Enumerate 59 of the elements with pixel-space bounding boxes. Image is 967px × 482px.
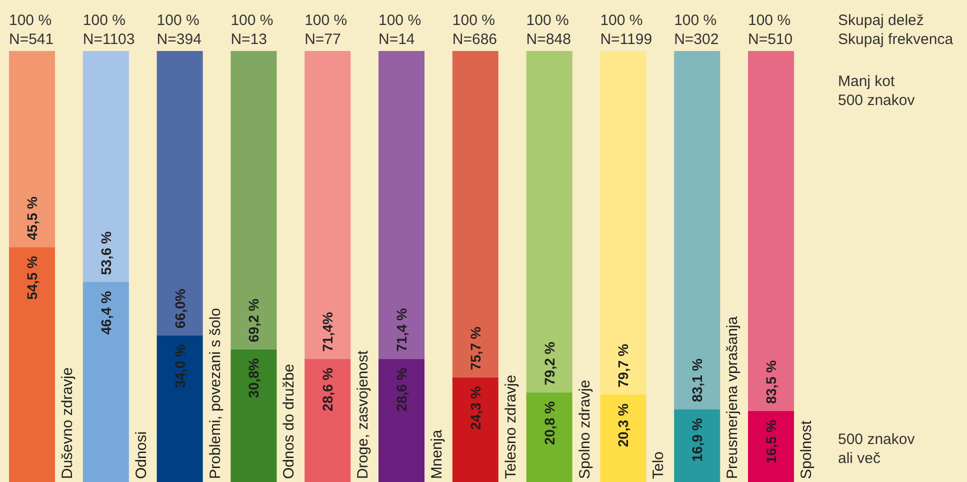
total-label: 100 % [526, 12, 569, 29]
text: N=686 [452, 31, 498, 48]
data-label: 53,6 % [98, 230, 114, 276]
total-label: 100 % [452, 12, 495, 29]
data-label: 24,3 % [467, 386, 484, 430]
data-label: 66,0% [172, 288, 188, 328]
total-label: 100 % [230, 12, 274, 29]
x-tick-label: Duševno zdravje [59, 367, 76, 479]
x-tick-label: Spolnost [798, 420, 815, 479]
data-label: 54,5 % [24, 256, 40, 300]
data-label: 79,7 % [615, 343, 632, 388]
data-label: 83,1 % [689, 358, 706, 402]
x-tick-label: Odnosi [132, 431, 150, 479]
data-label: 20,3 % [615, 402, 632, 448]
data-label: 34,0 % [172, 344, 188, 388]
x-tick-label: Problemi, povezani s šolo [206, 308, 224, 479]
text: N=394 [156, 31, 202, 48]
text: N=848 [526, 31, 571, 48]
x-tick-label: Mnenja [428, 429, 446, 479]
data-label: 28,6 % [394, 367, 410, 412]
total-label: 100 % [82, 12, 126, 29]
x-tick-label: Droge, zasvojenost [354, 350, 372, 479]
text: N=510 [748, 31, 793, 48]
data-label: 16,9 % [689, 418, 706, 462]
x-tick-label: Telesno zdravje [502, 374, 520, 479]
data-label: 30,8% [246, 358, 262, 398]
data-label: 69,2 % [246, 298, 262, 342]
total-label: 100 % [748, 12, 791, 29]
data-label: 46,4 % [98, 290, 114, 335]
data-label: 16,5 % [763, 419, 779, 464]
text: Skupaj delež [838, 12, 924, 29]
data-label: 83,5 % [763, 360, 779, 404]
total-label: 100 % [304, 12, 348, 29]
total-label: 100 % [378, 12, 422, 29]
text: N=1103 [82, 31, 135, 48]
data-label: 45,5 % [24, 196, 40, 240]
x-tick-label: Telo [650, 451, 668, 479]
text: N=13 [230, 31, 267, 48]
text: N=14 [378, 31, 415, 48]
total-label: 100 % [9, 12, 52, 29]
text: N=541 [9, 31, 54, 48]
total-label: 100 % [156, 12, 200, 29]
total-label: 100 % [600, 12, 643, 29]
text: Manj kot 500 znakov [838, 73, 916, 109]
text: Skupaj frekvenca [838, 31, 954, 48]
data-label: 75,7 % [467, 326, 484, 370]
data-label: 20,8 % [541, 400, 558, 445]
text: N=1199 [600, 31, 652, 48]
x-tick-label: Spolno zdravje [576, 380, 594, 479]
data-label: 79,2 % [541, 341, 558, 386]
data-label: 28,6 % [320, 367, 336, 412]
text: N=302 [674, 31, 719, 48]
x-tick-label: Preusmerjena vprašanja [724, 316, 742, 479]
data-label: 71,4 % [394, 308, 410, 352]
data-label: 71,4% [320, 311, 336, 352]
total-label: 100 % [674, 12, 717, 29]
x-tick-label: Odnos do družbe [280, 364, 298, 479]
text: 500 znakov ali več [838, 431, 916, 467]
text: N=77 [304, 31, 341, 48]
